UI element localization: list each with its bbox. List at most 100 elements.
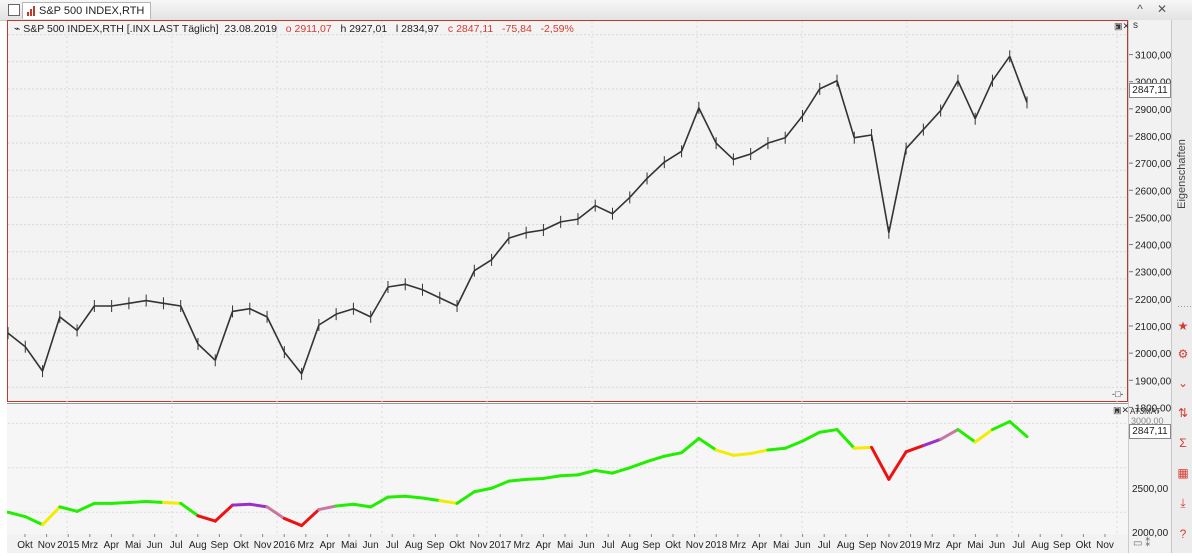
properties-panel-tab[interactable]: Eigenschaften (1174, 130, 1190, 220)
price-line-segment (76, 305, 96, 331)
tab-sp500[interactable]: S&P 500 INDEX,RTH (22, 2, 152, 19)
x-axis: Okt Nov 2015 Mrz Apr Mai Jun Jul Aug Sep Okt Nov 201… (7, 534, 1128, 553)
indicator-segment (351, 502, 373, 509)
price-line-segment (854, 134, 872, 139)
indicator-segment (541, 474, 563, 480)
price-line-segment (594, 204, 613, 215)
gear-icon[interactable]: ⚙ (1177, 347, 1189, 361)
price-line-segment (577, 204, 596, 220)
price-tick-label: 2600,00 (1135, 186, 1171, 197)
chevron-down-icon[interactable]: ⌄ (1177, 376, 1189, 390)
price-line-segment (629, 177, 648, 198)
x-tick-label: 2019 (899, 540, 922, 551)
indicator-pane-icon[interactable]: ▣✕ (1113, 405, 1130, 415)
x-tick-label: Aug (621, 540, 639, 551)
indicator-segment (800, 430, 822, 443)
x-tick-label: Jul (818, 540, 831, 551)
indicator-segment (818, 428, 839, 434)
price-line-segment (318, 313, 337, 326)
chevron-up-icon[interactable]: ^ (1137, 2, 1143, 16)
indicator-segment (610, 466, 632, 475)
price-line-segment (957, 80, 976, 120)
indicator-segment (990, 420, 1012, 432)
download-icon[interactable]: ⤓ (1180, 496, 1186, 510)
calendar-icon[interactable]: ▦ (1177, 466, 1189, 480)
price-line-segment (646, 161, 665, 180)
x-tick-label: Apr (752, 540, 768, 551)
indicator-segment (7, 510, 27, 519)
x-tick-label: 2015 (57, 540, 80, 551)
high-value: h 2927,01 (340, 23, 388, 35)
price-tick-label: 2900,00 (1135, 105, 1171, 116)
price-line-segment (543, 221, 562, 231)
change-value: -75,84 (502, 23, 532, 35)
price-line-segment (387, 283, 406, 288)
x-tick-label: Aug (189, 540, 207, 551)
x-tick-label: Jul (386, 540, 399, 551)
y-axis: s 3100,00 3000,00 2900,00 2800,00 2700,00 260… (1128, 20, 1171, 553)
indicator-segment (645, 454, 666, 464)
price-line-segment (197, 343, 216, 361)
x-tick-label: Nov (686, 540, 704, 551)
indicator-segment (559, 473, 580, 478)
price-line-segment (733, 153, 751, 161)
close-value: c 2847,11 (447, 23, 494, 35)
more-dots-icon[interactable]: ····· (1177, 301, 1192, 311)
price-line-segment (750, 142, 769, 155)
price-line-segment (1008, 56, 1028, 103)
star-icon[interactable]: ★ (1177, 319, 1189, 333)
indicator-segment (386, 494, 407, 499)
price-tick-label: 2500,00 (1135, 213, 1171, 224)
price-pane[interactable]: ⌁ S&P 500 INDEX,RTH [.INX LAST Täglich] … (7, 20, 1131, 402)
price-line-segment (560, 218, 579, 223)
price-line-segment (128, 299, 147, 305)
axis-scale-icon[interactable]: s (1133, 20, 1138, 31)
price-line-segment (456, 270, 476, 307)
close-icon[interactable]: ✕ (1156, 2, 1168, 16)
x-tick-label: Jul (1012, 540, 1025, 551)
price-line-segment (922, 110, 942, 131)
indicator-segment (213, 503, 235, 523)
price-line-segment (353, 307, 372, 318)
help-icon[interactable]: ? (1179, 527, 1187, 541)
price-tick-label: 2800,00 (1135, 132, 1171, 143)
sort-icon[interactable]: ⇅ (1177, 406, 1189, 420)
indicator-segment (317, 504, 338, 512)
axis-settings-icon[interactable]: ▭ ⁑ (1133, 538, 1151, 549)
ohlc-info: ⌁ S&P 500 INDEX,RTH [.INX LAST Täglich] … (14, 23, 574, 35)
price-line-segment (611, 196, 631, 215)
x-tick-label: Jun (579, 540, 595, 551)
window-titlebar: S&P 500 INDEX,RTH ^ ✕ (0, 0, 1192, 21)
price-line-segment (473, 259, 493, 272)
sigma-icon[interactable]: Σ (1179, 436, 1187, 450)
x-tick-label: Aug (1031, 540, 1049, 551)
x-tick-label: Jul (602, 540, 615, 551)
indicator-segment (23, 515, 45, 527)
x-tick-label: Mrz (729, 540, 746, 551)
indicator-segment (714, 448, 735, 457)
pane-maximize-icon[interactable]: ▣✕ (1114, 21, 1131, 31)
x-tick-label: Mai (773, 540, 789, 551)
x-tick-label: Mrz (513, 540, 530, 551)
instrument-label: S&P 500 INDEX,RTH [.INX LAST Täglich] (23, 23, 219, 35)
indicator-segment (248, 502, 269, 509)
price-line-segment (214, 311, 234, 361)
x-tick-label: Nov (470, 540, 488, 551)
layout-icon[interactable] (8, 4, 20, 16)
indicator-segment (265, 505, 286, 520)
x-tick-label: Okt (665, 540, 681, 551)
x-tick-label: Okt (1076, 540, 1092, 551)
indicator-segment (369, 495, 390, 509)
indicator-segment (870, 445, 891, 481)
bar-date: 23.08.2019 (224, 23, 277, 35)
indicator-segment (887, 450, 908, 481)
price-line-segment (715, 142, 734, 161)
price-line-segment (680, 107, 700, 152)
price-tick-label: 2300,00 (1135, 268, 1171, 279)
indicator-segment (697, 436, 718, 452)
price-line-segment (439, 297, 458, 307)
indicator-tick-label: 2000,00 (1132, 528, 1169, 539)
indicator-segment (904, 444, 925, 454)
indicator-segment (490, 479, 511, 490)
pane-resize-icon[interactable]: -□- (1112, 389, 1124, 399)
